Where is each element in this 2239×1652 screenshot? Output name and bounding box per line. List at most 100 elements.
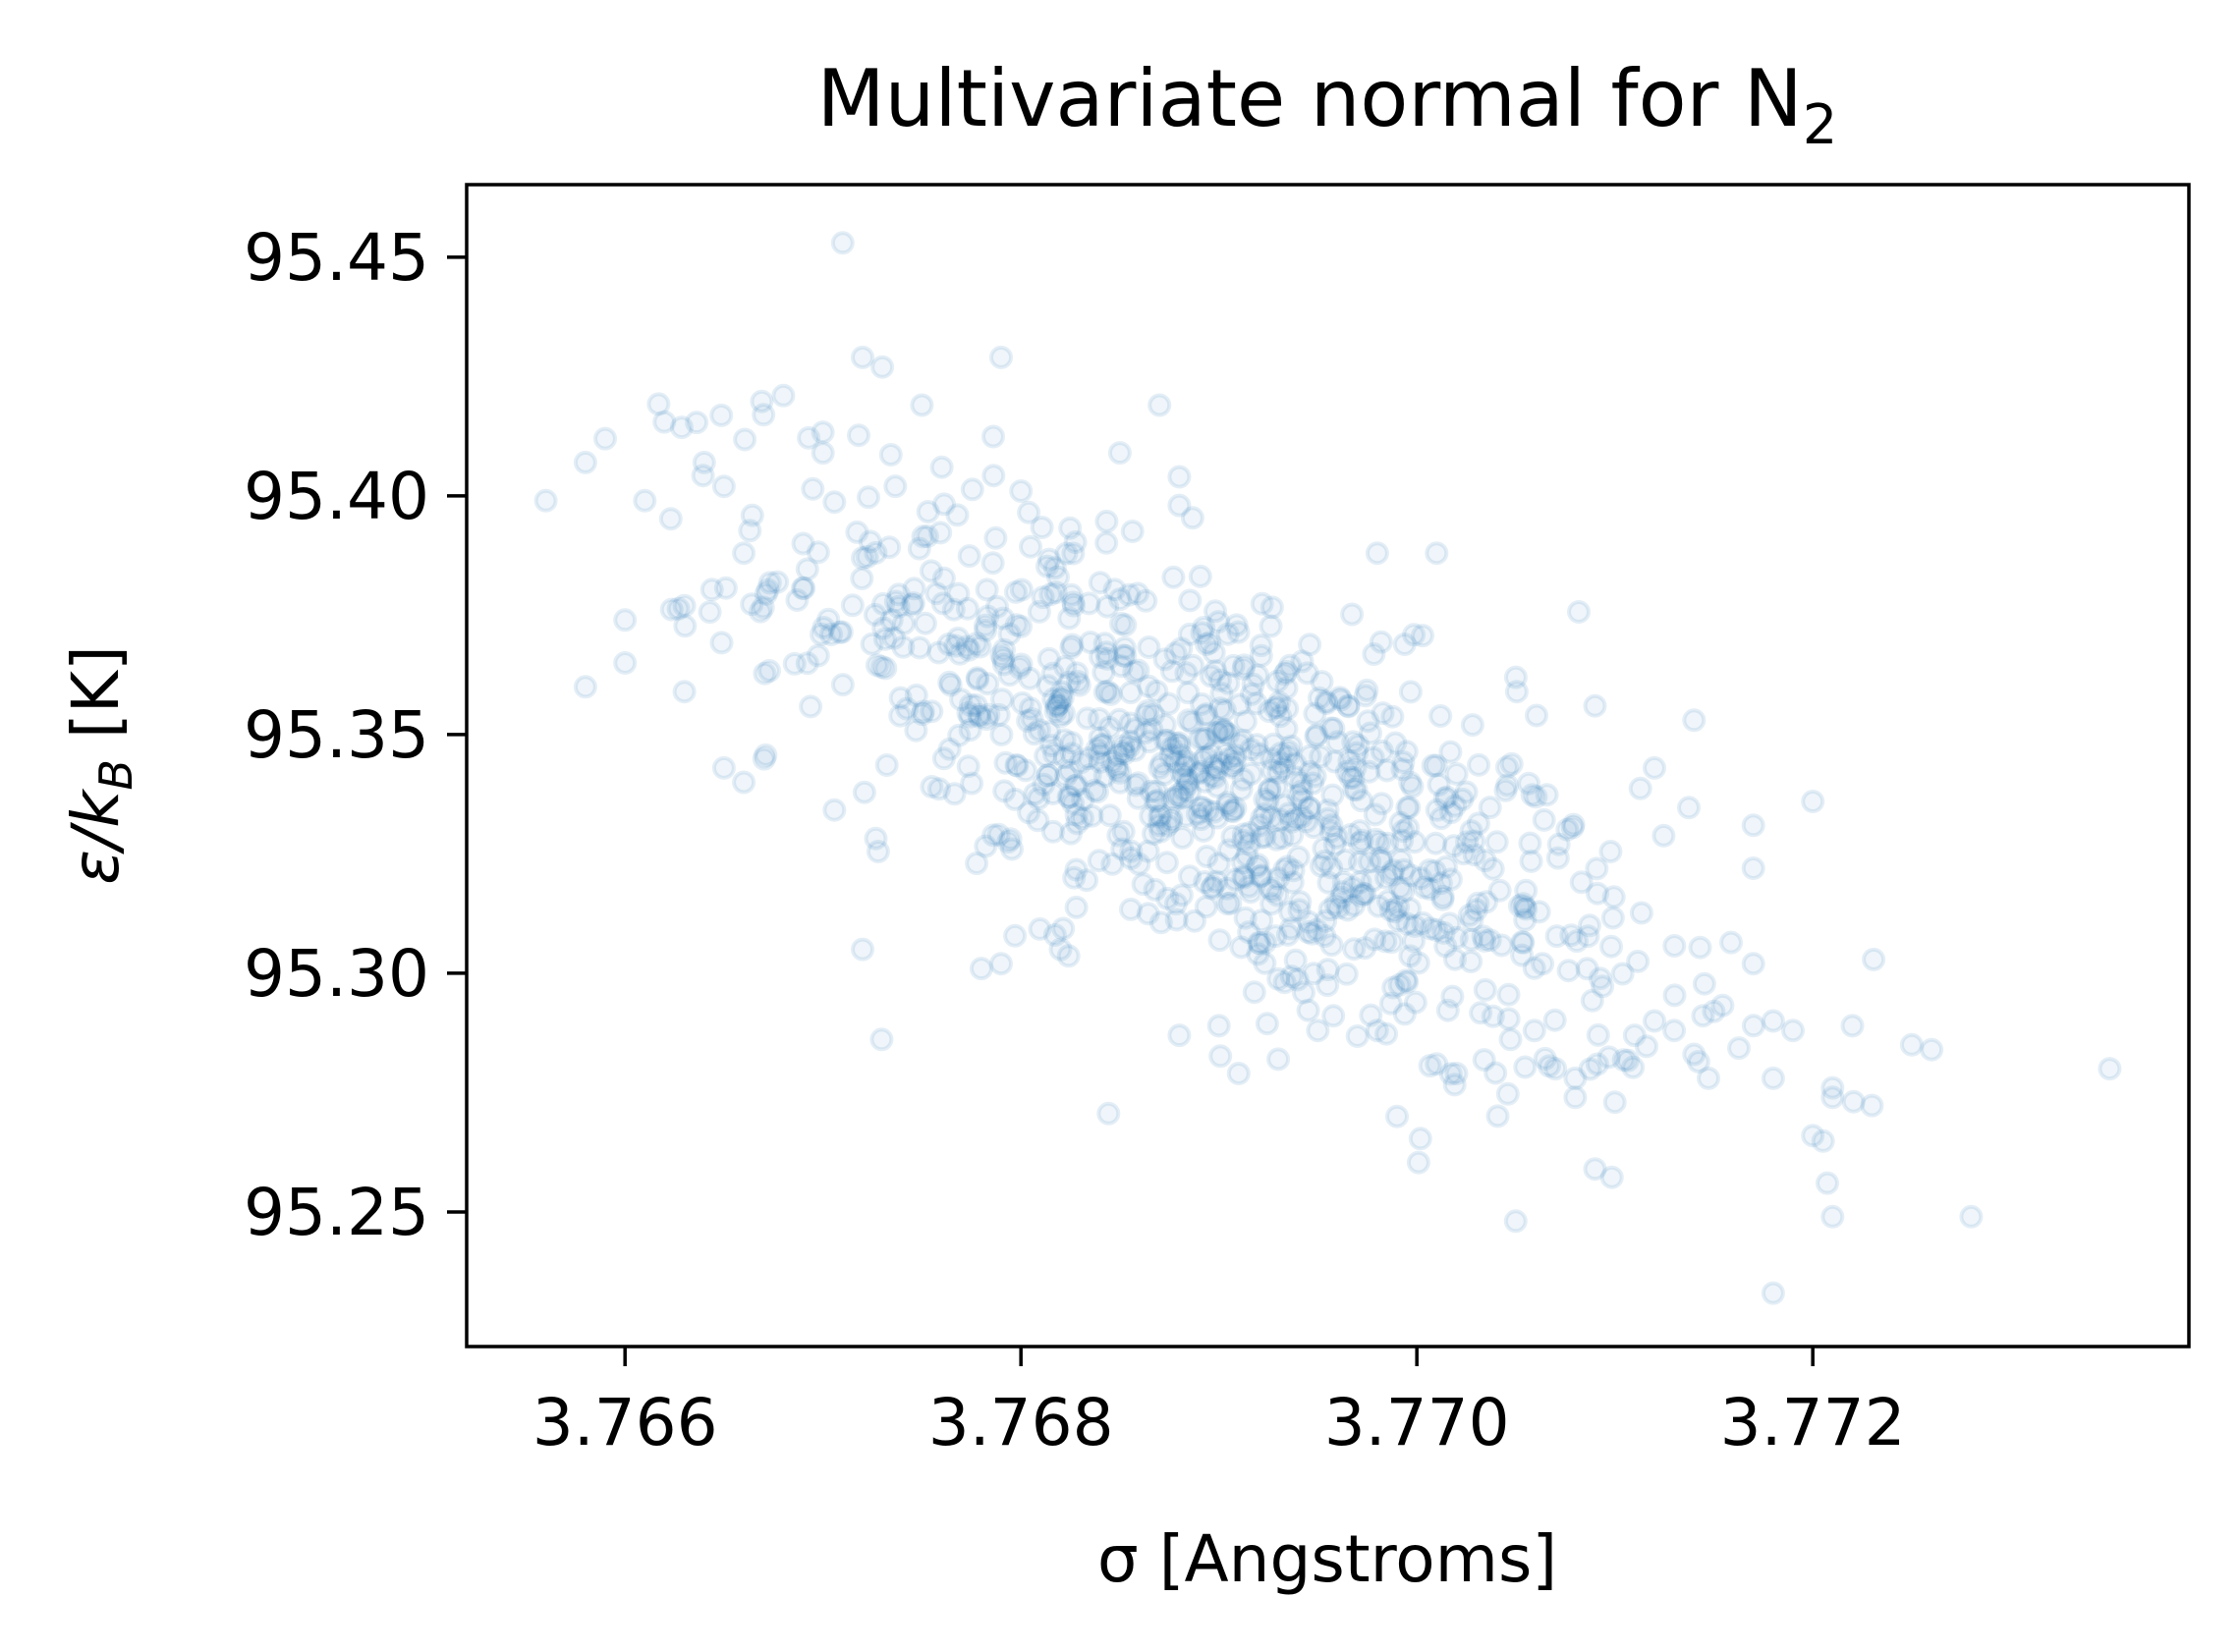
scatter-point — [1223, 796, 1248, 820]
scatter-point — [888, 703, 913, 728]
scatter-point — [920, 699, 944, 724]
scatter-point — [1355, 678, 1379, 702]
scatter-point — [1390, 828, 1415, 853]
scatter-point — [1192, 727, 1216, 751]
scatter-point — [1155, 729, 1180, 753]
scatter-point — [968, 704, 992, 729]
scatter-point — [1457, 903, 1482, 927]
scatter-point — [949, 688, 974, 712]
scatter-point — [711, 474, 736, 499]
scatter-point — [1575, 957, 1599, 981]
scatter-point — [1076, 746, 1100, 771]
scatter-point — [920, 775, 944, 798]
scatter-point — [1375, 831, 1400, 855]
scatter-point — [1820, 1075, 1845, 1100]
scatter-point — [1359, 1003, 1383, 1027]
scatter-point — [1333, 849, 1358, 872]
scatter-point — [1391, 880, 1416, 904]
x-tick-label: 3.766 — [532, 1385, 718, 1460]
scatter-point — [1585, 1052, 1609, 1076]
scatter-point — [1278, 916, 1303, 941]
scatter-point — [1388, 875, 1413, 900]
scatter-point — [1177, 780, 1202, 804]
scatter-point — [965, 852, 989, 875]
scatter-point — [1054, 764, 1078, 789]
scatter-point — [1444, 925, 1469, 950]
y-tick-label: 95.40 — [244, 459, 429, 534]
scatter-point — [1348, 851, 1371, 874]
scatter-point — [1511, 930, 1536, 955]
scatter-point — [866, 840, 890, 863]
scatter-point — [1206, 1014, 1231, 1038]
scatter-point — [1100, 749, 1125, 774]
scatter-point — [981, 464, 1006, 488]
scatter-point — [1513, 895, 1537, 919]
scatter-point — [1363, 802, 1387, 827]
scatter-point — [1208, 1044, 1233, 1069]
scatter-point — [1495, 773, 1520, 798]
scatter-point — [1175, 749, 1200, 774]
scatter-point — [797, 425, 821, 450]
scatter-point — [1475, 890, 1498, 914]
scatter-point — [1152, 713, 1177, 737]
scatter-point — [1095, 594, 1120, 619]
scatter-point — [1027, 787, 1051, 810]
scatter-point — [1018, 696, 1042, 721]
scatter-point — [1248, 931, 1272, 956]
scatter-point — [1212, 698, 1237, 723]
scatter-point — [860, 632, 884, 656]
scatter-point — [1348, 870, 1372, 895]
scatter-point — [1155, 886, 1180, 910]
scatter-point — [1136, 902, 1160, 926]
scatter-point — [1406, 1150, 1430, 1175]
scatter-point — [1315, 973, 1340, 998]
scatter-point — [1469, 1001, 1493, 1025]
scatter-point — [1178, 588, 1203, 613]
scatter-point — [1302, 962, 1326, 986]
scatter-point — [1459, 950, 1483, 973]
scatter-point — [947, 723, 972, 747]
scatter-point — [1459, 927, 1483, 952]
scatter-point — [869, 655, 894, 679]
scatter-point — [974, 618, 998, 642]
y-tick-label: 95.30 — [244, 936, 429, 1012]
scatter-point — [1188, 564, 1212, 588]
scatter-point — [1359, 721, 1382, 745]
scatter-point — [1264, 695, 1289, 719]
scatter-point — [1682, 1042, 1707, 1067]
scatter-point — [888, 686, 913, 710]
scatter-point — [1662, 1019, 1687, 1043]
scatter-point — [1546, 832, 1571, 856]
scatter-point — [822, 798, 847, 822]
scatter-point — [1216, 722, 1241, 746]
scatter-point — [1253, 825, 1277, 849]
scatter-point — [1419, 916, 1443, 941]
scatter-point — [1176, 768, 1201, 793]
scatter-point — [1682, 708, 1707, 733]
scatter-point — [1191, 748, 1215, 773]
scatter-point — [1078, 631, 1102, 654]
scatter-point — [1017, 800, 1041, 825]
scatter-point — [1292, 980, 1315, 1005]
scatter-point — [1107, 441, 1132, 466]
scatter-point — [1163, 641, 1188, 666]
scatter-point — [1170, 826, 1195, 850]
scatter-point — [1496, 1007, 1521, 1031]
scatter-point — [1588, 966, 1612, 991]
scatter-point — [1290, 779, 1314, 803]
scatter-point — [1303, 701, 1327, 726]
scatter-point — [791, 576, 815, 600]
scatter-point — [1191, 796, 1215, 820]
scatter-point — [983, 525, 1008, 550]
scatter-point — [1545, 846, 1570, 870]
scatter-point — [1036, 674, 1060, 698]
scatter-point — [573, 450, 597, 474]
scatter-point — [672, 593, 697, 618]
scatter-point — [1428, 704, 1453, 728]
scatter-point — [1258, 777, 1282, 801]
scatter-point — [1264, 775, 1288, 799]
scatter-point — [1272, 662, 1297, 687]
scatter-point — [1268, 704, 1293, 729]
scatter-point — [1194, 744, 1218, 769]
scatter-point — [1202, 640, 1226, 665]
